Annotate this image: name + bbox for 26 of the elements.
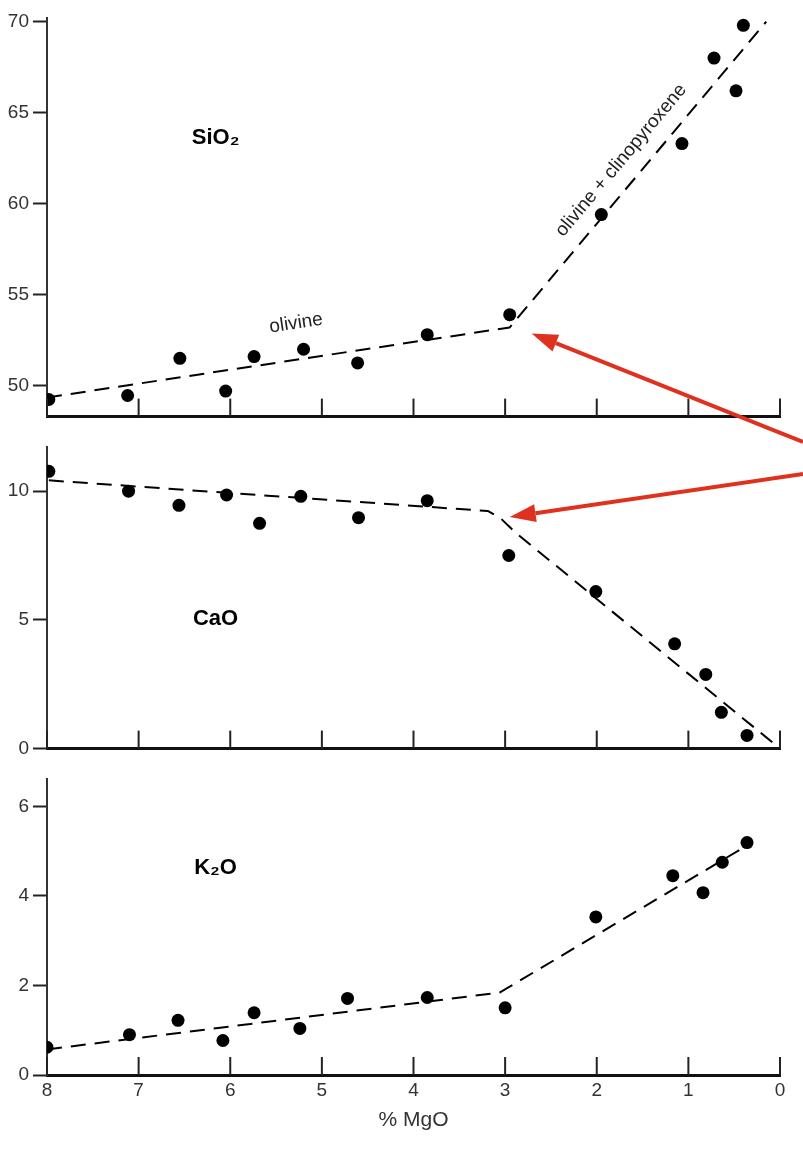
- y-tick-label: 65: [7, 100, 29, 122]
- x-tick-label: 0: [774, 1078, 786, 1100]
- y-tick-label: 0: [18, 1063, 29, 1085]
- x-tick-label: 2: [591, 1078, 603, 1100]
- text: SiO₂: [191, 123, 240, 149]
- y-tick-label: 4: [18, 884, 30, 906]
- x-tick-label: 5: [316, 1078, 328, 1100]
- y-tick-label: 50: [7, 373, 29, 395]
- y-tick-label: 10: [7, 479, 29, 501]
- text: K₂O: [194, 854, 237, 880]
- y-tick-label: 5: [18, 608, 29, 630]
- text: CaO: [192, 605, 239, 631]
- y-tick-label: 55: [7, 282, 29, 304]
- x-tick-label: 6: [224, 1078, 236, 1100]
- x-tick-label: 7: [133, 1078, 144, 1100]
- y-tick-label: 70: [7, 9, 29, 31]
- x-tick-label: 4: [408, 1078, 420, 1100]
- x-tick-label: 1: [683, 1078, 694, 1100]
- x-tick-label: 3: [499, 1078, 511, 1100]
- y-tick-label: 6: [18, 794, 29, 816]
- x-tick-label: 8: [41, 1078, 53, 1100]
- annotation: olivine: [267, 307, 325, 337]
- y-tick-label: 60: [7, 191, 29, 213]
- y-tick-label: 2: [18, 973, 29, 995]
- y-tick-label: 0: [18, 736, 29, 758]
- x-axis-title: % MgO: [378, 1107, 449, 1131]
